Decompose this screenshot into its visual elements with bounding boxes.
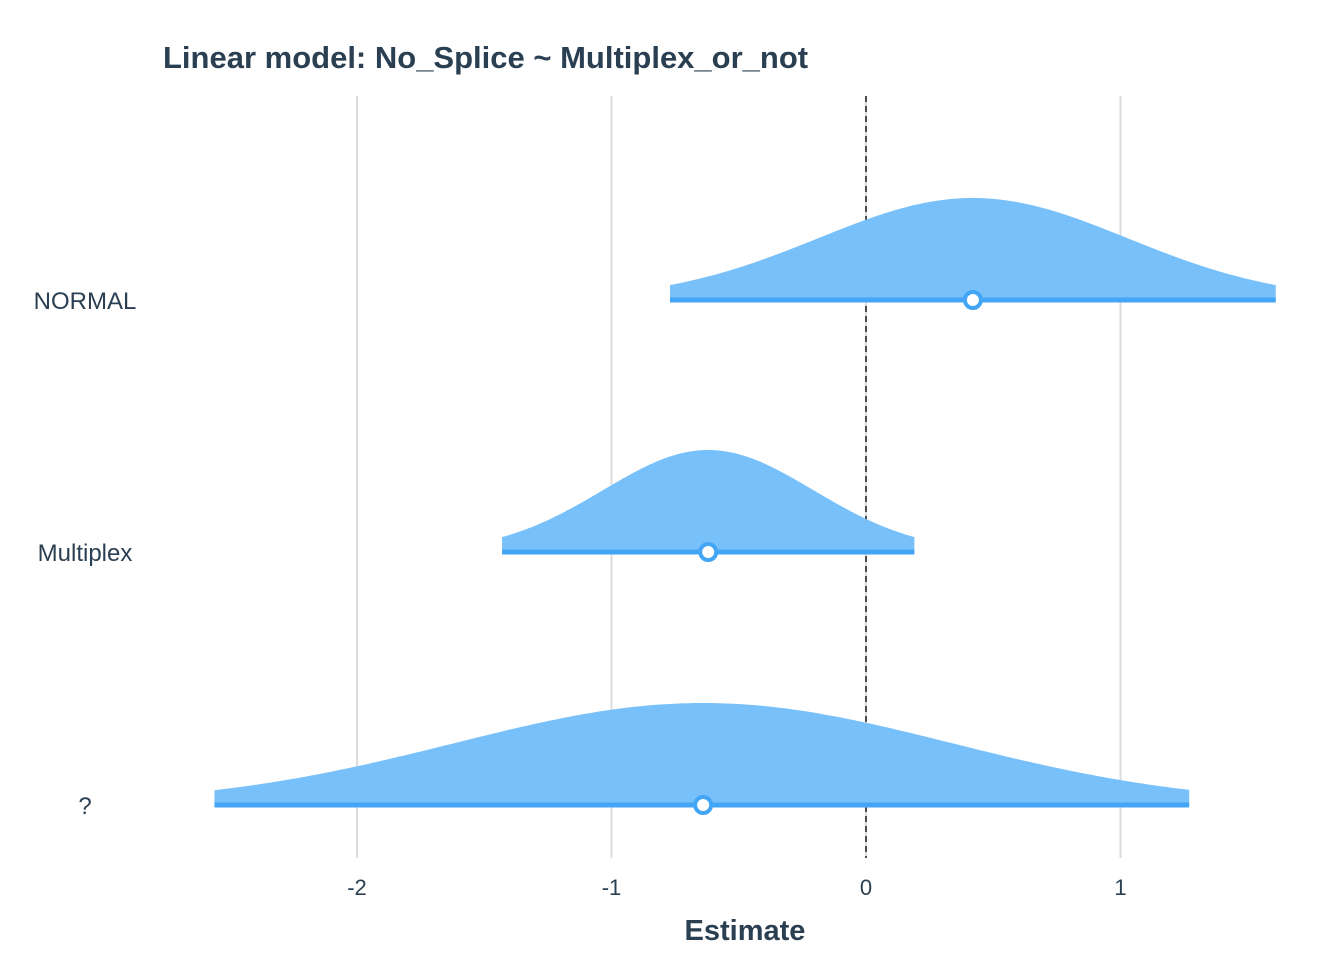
estimate-point: [693, 795, 714, 815]
category-label: Multiplex: [38, 540, 133, 567]
x-tick-label: -1: [602, 875, 622, 900]
x-tick-label: 0: [860, 875, 872, 900]
x-axis-title: Estimate: [685, 915, 806, 947]
x-tick-label: 1: [1114, 875, 1126, 900]
category-label: ?: [78, 793, 91, 820]
estimate-point: [962, 290, 983, 310]
density-area: [670, 198, 1276, 300]
label-layer: Linear model: No_Splice ~ Multiplex_or_n…: [34, 40, 1127, 947]
density-area: [502, 450, 915, 552]
distribution-layer: [214, 198, 1276, 815]
estimate-point: [698, 542, 719, 562]
category-label: NORMAL: [34, 288, 137, 315]
density-area: [214, 703, 1190, 805]
chart-title: Linear model: No_Splice ~ Multiplex_or_n…: [163, 40, 808, 75]
x-tick-label: -2: [347, 875, 367, 900]
